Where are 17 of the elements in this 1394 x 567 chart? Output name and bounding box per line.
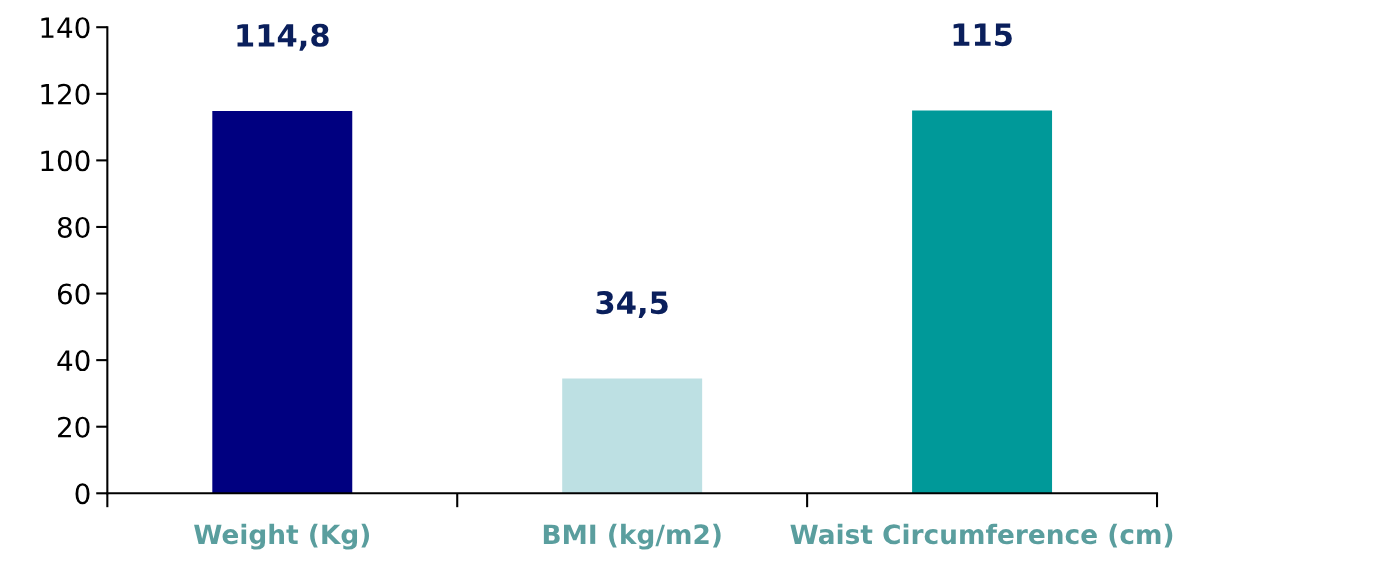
data-label: 34,5: [596, 291, 668, 319]
bar: [562, 378, 703, 494]
x-tick-label: Waist Circumference (cm): [790, 523, 1173, 548]
y-tick-label: 60: [57, 283, 90, 305]
y-tick-label: 40: [57, 350, 90, 372]
bar: [212, 111, 353, 494]
x-tick-label: BMI (kg/m2): [543, 523, 721, 550]
data-label: 114,8: [237, 23, 329, 51]
bar: [912, 110, 1053, 494]
y-tick-label: 100: [41, 150, 90, 172]
data-label: 115: [953, 23, 1012, 47]
y-tick-label: 120: [41, 83, 90, 105]
y-tick-label: 80: [57, 216, 90, 238]
x-tick-label: Weight (Kg): [194, 523, 370, 550]
y-tick-label: 140: [41, 17, 90, 39]
y-tick-label: 20: [58, 416, 90, 438]
y-tick-label: 0: [75, 483, 90, 505]
